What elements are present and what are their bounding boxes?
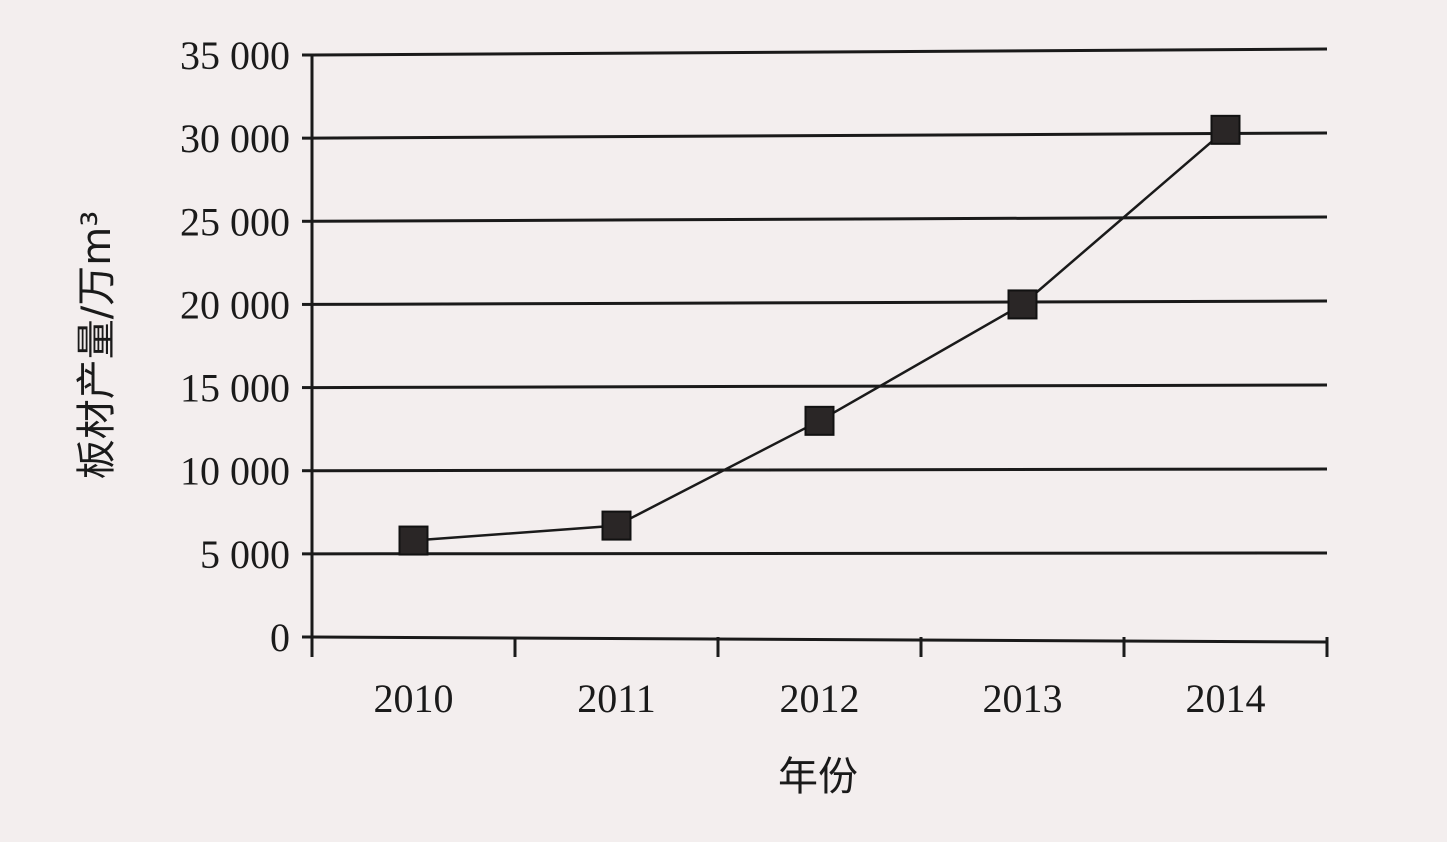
y-tick-label: 5 000	[200, 532, 290, 577]
gridline	[311, 47, 1328, 57]
y-axis-label: 板材产量/万m³	[74, 211, 120, 479]
data-point-marker	[601, 510, 632, 541]
x-tick-label: 2013	[983, 676, 1063, 721]
y-tick-label: 0	[270, 615, 290, 660]
x-tick-label: 2011	[577, 676, 656, 721]
x-tick-label: 2012	[780, 676, 860, 721]
x-axis-label: 年份	[778, 754, 858, 800]
x-tick-label: 2014	[1186, 676, 1266, 721]
gridline	[311, 383, 1328, 390]
y-tick-label: 30 000	[180, 116, 290, 161]
y-tick-label: 15 000	[180, 366, 290, 411]
data-point-marker	[804, 405, 835, 436]
series-line	[413, 128, 1227, 542]
gridline	[311, 551, 1328, 556]
x-tick-label: 2010	[374, 676, 454, 721]
data-point-marker	[1210, 114, 1241, 145]
y-tick-label: 20 000	[180, 282, 290, 327]
gridline	[311, 299, 1328, 306]
gridline	[311, 467, 1328, 473]
gridline	[311, 131, 1328, 140]
y-tick-label: 25 000	[180, 199, 290, 244]
data-point-marker	[1007, 289, 1038, 320]
gridline	[311, 215, 1328, 223]
y-tick-label: 35 000	[180, 33, 290, 78]
data-point-marker	[398, 525, 429, 556]
x-axis	[311, 635, 1328, 644]
y-tick-label: 10 000	[180, 449, 290, 494]
